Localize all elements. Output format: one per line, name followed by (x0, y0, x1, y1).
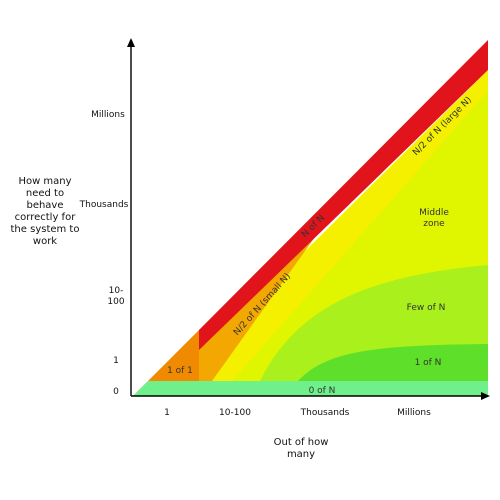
x-tick-millions: Millions (397, 408, 431, 418)
x-axis-title: Out of how many (273, 437, 329, 460)
x-tick-1: 1 (164, 408, 170, 418)
y-tick-10-100: 10-100 (107, 286, 124, 307)
label-zero-of-n: 0 of N (309, 386, 336, 396)
region-one-of-one (133, 330, 199, 396)
label-one-of-one: 1 of 1 (167, 366, 193, 376)
region-n2-large-band (199, 70, 488, 381)
y-tick-1: 1 (113, 356, 119, 366)
label-one-of-n: 1 of N (415, 358, 442, 368)
region-n-of-n (199, 40, 488, 350)
region-n2-small-band (199, 154, 387, 381)
label-middle-zone: Middle zone (419, 208, 449, 229)
y-tick-thousands: Thousands (79, 200, 129, 210)
label-few-of-n: Few of N (407, 303, 446, 313)
x-tick-10-100: 10-100 (219, 408, 251, 418)
y-tick-0: 0 (113, 387, 119, 397)
y-axis-title: How many need to behave correctly for th… (10, 176, 80, 247)
x-axis-arrow (481, 392, 490, 400)
region-zero-of-n (133, 381, 488, 396)
y-tick-millions: Millions (91, 110, 125, 120)
x-tick-thousands: Thousands (300, 408, 350, 418)
y-axis-arrow (127, 38, 135, 47)
